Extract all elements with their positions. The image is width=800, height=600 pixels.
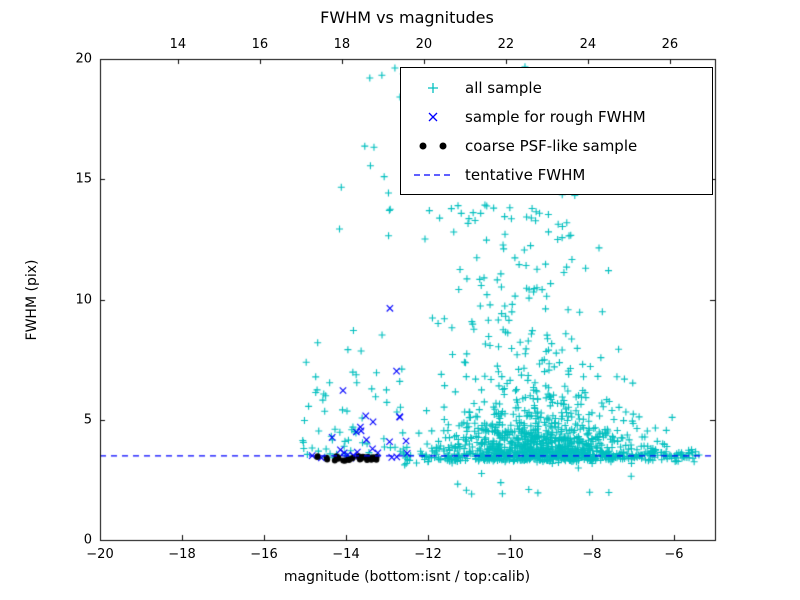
x-axis-label: magnitude (bottom:isnt / top:calib) bbox=[283, 569, 531, 585]
x-tick-label-top: 14 bbox=[169, 37, 187, 52]
x-tick-label-bottom: −12 bbox=[414, 547, 442, 562]
legend-item-all-sample: all sample bbox=[411, 73, 702, 102]
legend: all sample sample for rough FWHM coarse … bbox=[400, 67, 713, 195]
legend-item-tentative-fwhm: tentative FWHM bbox=[411, 160, 702, 189]
y-tick-label: 10 bbox=[75, 292, 92, 307]
x-tick-label-bottom: −8 bbox=[582, 547, 602, 562]
y-tick-label: 15 bbox=[75, 171, 92, 187]
x-tick-label-bottom: −20 bbox=[86, 547, 114, 562]
x-tick-label-top: 16 bbox=[251, 37, 269, 52]
x-tick-label-top: 18 bbox=[333, 37, 351, 52]
x-tick-label-bottom: −14 bbox=[332, 547, 360, 562]
x-marker-icon bbox=[428, 112, 438, 121]
chart-title: FWHM vs magnitudes bbox=[320, 8, 494, 27]
x-tick-label-bottom: −18 bbox=[168, 547, 196, 562]
legend-item-psf-sample: coarse PSF-like sample bbox=[411, 131, 702, 160]
plus-marker-icon bbox=[428, 82, 438, 93]
legend-label: all sample bbox=[465, 78, 542, 97]
legend-label: coarse PSF-like sample bbox=[465, 136, 638, 155]
dot-marker-icon bbox=[419, 142, 447, 149]
legend-item-rough-fwhm: sample for rough FWHM bbox=[411, 102, 702, 131]
x-tick-label-bottom: −10 bbox=[496, 547, 524, 562]
x-tick-label-top: 22 bbox=[497, 37, 515, 52]
legend-label: sample for rough FWHM bbox=[465, 107, 646, 126]
x-tick-label-bottom: −6 bbox=[664, 547, 684, 562]
legend-label: tentative FWHM bbox=[465, 165, 586, 184]
x-tick-label-top: 26 bbox=[661, 37, 679, 52]
x-tick-label-top: 20 bbox=[415, 37, 433, 52]
y-tick-label: 5 bbox=[83, 412, 92, 428]
x-tick-label-top: 24 bbox=[579, 37, 597, 52]
dashed-line-icon bbox=[414, 173, 452, 176]
y-axis-label: FWHM (pix) bbox=[24, 259, 40, 341]
y-tick-label: 0 bbox=[83, 532, 92, 548]
y-tick-label: 20 bbox=[75, 51, 92, 67]
x-tick-label-bottom: −16 bbox=[250, 547, 278, 562]
